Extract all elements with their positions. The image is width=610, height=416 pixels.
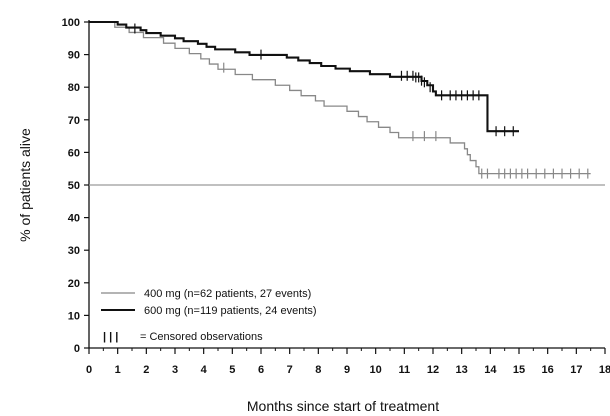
y-tick-label: 0 — [74, 343, 80, 355]
x-tick-label: 14 — [484, 364, 497, 376]
x-tick-label: 1 — [115, 364, 121, 376]
x-tick-label: 5 — [229, 364, 235, 376]
x-tick-label: 18 — [599, 364, 610, 376]
x-tick-label: 11 — [399, 364, 411, 376]
y-tick-label: 90 — [68, 50, 80, 62]
y-tick-label: 30 — [68, 245, 80, 257]
km-curve-0 — [89, 21, 591, 175]
y-tick-label: 10 — [68, 310, 80, 322]
y-tick-label: 50 — [68, 180, 80, 192]
y-axis-title: % of patients alive — [17, 128, 33, 242]
y-tick-label: 20 — [68, 278, 80, 290]
x-tick-label: 2 — [143, 364, 149, 376]
legend-label-600mg: 600 mg (n=119 patients, 24 events) — [144, 305, 317, 317]
x-tick-label: 10 — [370, 364, 382, 376]
x-tick-label: 3 — [172, 364, 178, 376]
legend: 400 mg (n=62 patients, 27 events) 600 mg… — [101, 288, 317, 343]
x-tick-label: 13 — [456, 364, 468, 376]
x-tick-label: 12 — [427, 364, 439, 376]
x-tick-label: 0 — [86, 364, 92, 376]
y-tick-label: 80 — [68, 82, 80, 94]
x-tick-label: 17 — [570, 364, 582, 376]
y-tick-label: 60 — [68, 147, 80, 159]
legend-label-400mg: 400 mg (n=62 patients, 27 events) — [144, 288, 311, 300]
x-axis-title: Months since start of treatment — [247, 398, 439, 414]
km-curve-1 — [89, 20, 519, 133]
x-tick-label: 7 — [287, 364, 293, 376]
x-tick-label: 9 — [344, 364, 350, 376]
legend-censor-symbol: | | | — [103, 331, 118, 343]
series-group — [89, 20, 591, 179]
y-tick-label: 70 — [68, 115, 80, 127]
x-tick-label: 16 — [542, 364, 554, 376]
legend-censor-label: = Censored observations — [140, 331, 263, 343]
y-tick-label: 40 — [68, 213, 80, 225]
x-tick-label: 6 — [258, 364, 264, 376]
x-tick-label: 4 — [201, 364, 208, 376]
x-tick-label: 15 — [513, 364, 525, 376]
x-tick-label: 8 — [315, 364, 321, 376]
y-tick-label: 100 — [62, 17, 80, 29]
